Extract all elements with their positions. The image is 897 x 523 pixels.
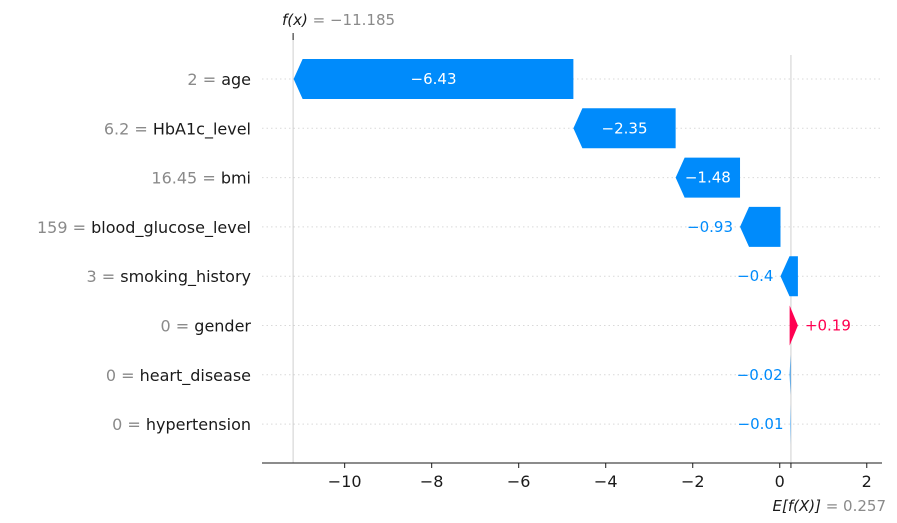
contribution-label-hypertension: −0.01: [738, 415, 784, 433]
contribution-bar-bmi: [675, 157, 741, 198]
feature-name: bmi: [221, 168, 251, 187]
feature-value: 159 =: [37, 217, 91, 236]
feature-name: gender: [194, 316, 251, 335]
feature-label-hypertension: 0 = hypertension: [112, 415, 251, 434]
contribution-label-smoking-history: −0.4: [737, 267, 773, 285]
contribution-label-hba1c-level: −2.35: [602, 119, 648, 137]
contribution-label-bmi: −1.48: [685, 169, 731, 187]
feature-value: 0 =: [112, 415, 146, 434]
row-gridlines: [262, 78, 882, 425]
x-tick-label: 0: [775, 472, 785, 491]
fx-annotation: f(x) = −11.185: [282, 11, 395, 29]
feature-label-gender: 0 = gender: [161, 316, 252, 335]
x-tick-label: 2: [862, 472, 872, 491]
x-tick-label: −2: [681, 472, 705, 491]
fx-value: −11.185: [330, 11, 395, 29]
feature-value: 0 =: [161, 316, 195, 335]
feature-label-bmi: 16.45 = bmi: [151, 168, 251, 187]
contribution-bar-age: [293, 59, 574, 99]
contribution-bars: −6.43 −2.35 −1.48 −0.93 −0.4 +0.19 −0.02 −0.01: [293, 59, 851, 445]
feature-name: smoking_history: [120, 267, 251, 287]
fx-label: f(x): [282, 11, 308, 29]
x-tick-label: −10: [328, 472, 362, 491]
feature-value: 16.45 =: [151, 168, 220, 187]
feature-labels: 2 = age 6.2 = HbA1c_level 16.45 = bmi 159 =…: [37, 70, 251, 434]
x-tick-label: −8: [420, 472, 444, 491]
contribution-label-gender: +0.19: [805, 317, 851, 335]
expected-value-annotation: E[f(X)] = 0.257: [772, 497, 886, 515]
contribution-bar-smoking-history: [780, 256, 798, 297]
svg-text:f(x) = −11.185: f(x) = −11.185: [282, 11, 395, 29]
expected-value: 0.257: [843, 497, 886, 515]
contribution-label-heart-disease: −0.02: [737, 366, 783, 384]
contribution-label-blood-glucose-level: −0.93: [687, 218, 733, 236]
x-axis: −10 −8 −6 −4 −2 0 2: [262, 462, 882, 491]
x-tick-label: −6: [507, 472, 531, 491]
feature-label-heart-disease: 0 = heart_disease: [106, 365, 251, 385]
feature-name: blood_glucose_level: [91, 217, 251, 237]
feature-value: 2 =: [187, 70, 221, 89]
feature-label-smoking-history: 3 = smoking_history: [86, 267, 251, 287]
contribution-bar-heart-disease: [789, 354, 791, 395]
feature-label-hba1c-level: 6.2 = HbA1c_level: [104, 119, 251, 139]
contribution-label-age: −6.43: [411, 70, 457, 88]
contribution-bar-blood-glucose-level: [740, 206, 781, 247]
contribution-bar-hba1c-level: [573, 108, 676, 149]
feature-value: 6.2 =: [104, 119, 153, 138]
feature-label-age: 2 = age: [187, 70, 251, 89]
contribution-bar-gender: [789, 305, 798, 346]
feature-name: heart_disease: [140, 365, 251, 385]
feature-label-blood-glucose-level: 159 = blood_glucose_level: [37, 217, 251, 237]
feature-value: 0 =: [106, 365, 140, 384]
feature-name: HbA1c_level: [153, 119, 251, 139]
svg-text:E[f(X)] = 0.257: E[f(X)] = 0.257: [772, 497, 886, 515]
feature-value: 3 =: [86, 267, 120, 286]
expected-label: E[f(X)]: [772, 497, 821, 515]
feature-name: age: [221, 70, 251, 89]
feature-name: hypertension: [146, 415, 251, 434]
x-tick-label: −4: [594, 472, 618, 491]
